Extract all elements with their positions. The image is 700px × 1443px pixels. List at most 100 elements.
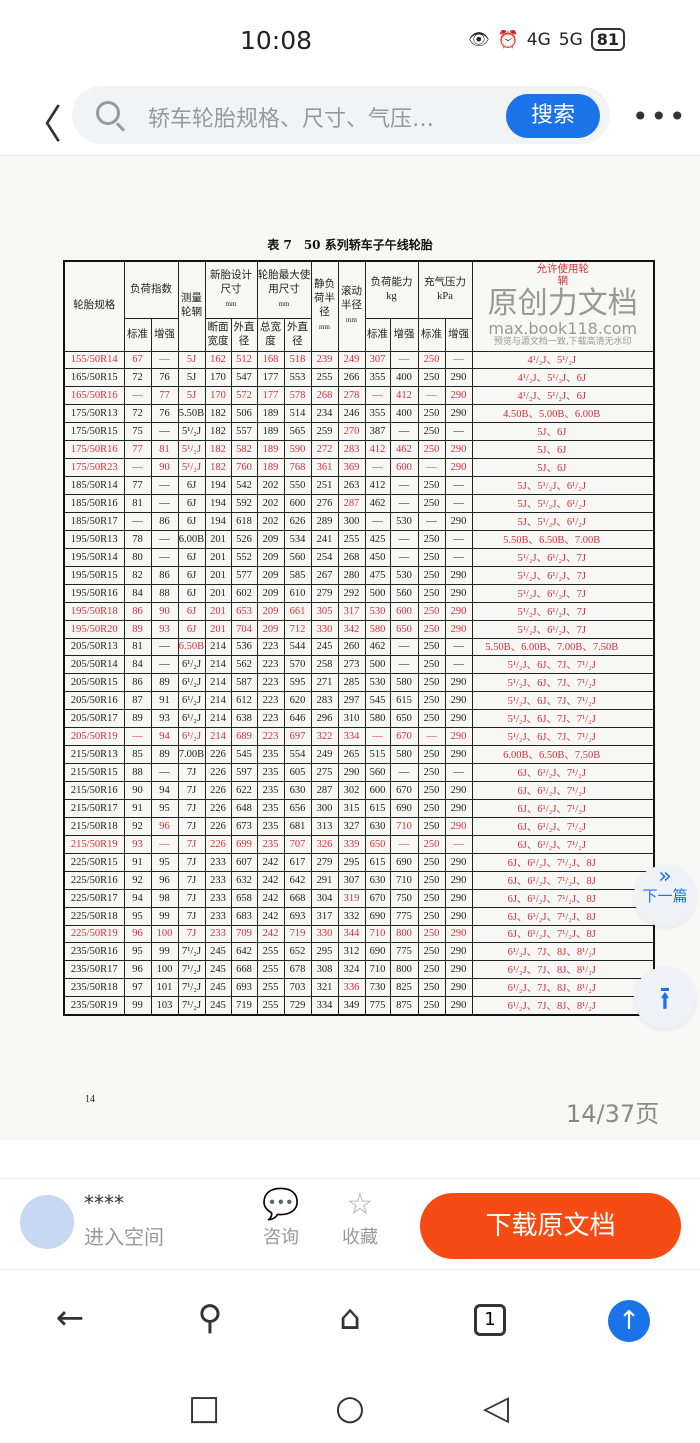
value-cell: 557 <box>230 422 258 442</box>
download-button[interactable]: 下载原文档 <box>420 1193 681 1259</box>
value-cell: 287 <box>310 781 339 800</box>
value-cell: 250 <box>417 440 446 460</box>
value-cell: 91 <box>150 691 179 711</box>
value-cell: 87 <box>123 691 152 711</box>
header-rolling-radius-label: 滚动半径 <box>341 286 362 312</box>
value-cell: 285 <box>337 673 366 693</box>
value-cell: 201 <box>204 529 232 549</box>
value-cell: 250 <box>417 978 446 998</box>
value-cell: 750 <box>389 888 419 908</box>
tire-spec-cell: 185/50R17 <box>63 511 125 531</box>
username: **** <box>84 1191 124 1215</box>
value-cell: 98 <box>150 888 179 908</box>
value-cell: 194 <box>204 494 232 513</box>
value-cell: 86 <box>123 673 152 693</box>
next-label: 下一篇 <box>642 887 688 905</box>
search-icon[interactable]: ⚲ <box>197 1298 223 1338</box>
value-cell: 710 <box>364 924 391 944</box>
value-cell: 223 <box>256 691 285 711</box>
upload-icon[interactable]: ↑ <box>608 1300 650 1342</box>
value-cell: 652 <box>283 942 312 962</box>
value-cell: 500 <box>364 655 391 675</box>
table-title: 表 7 50 系列轿车子午线轮胎 <box>267 238 433 252</box>
value-cell: — <box>444 529 473 549</box>
header-pressure-reinf: 增强 <box>444 317 473 352</box>
allowed-rims-cell: 6J、6¹/₂J、7¹/₂J、8J <box>471 906 655 926</box>
value-cell: 189 <box>256 458 285 478</box>
table-row: 185/50R14 77—6J 194 542 202 550 251 263 412—250—… <box>63 476 655 495</box>
value-cell: 668 <box>283 888 312 908</box>
value-cell: 226 <box>204 763 232 782</box>
value-cell: 570 <box>283 655 312 675</box>
header-max-size-label: 轮胎最大使用尺寸 <box>257 269 311 295</box>
back-to-top-icon[interactable]: ⭱ <box>634 967 696 1029</box>
value-cell: 242 <box>256 924 285 944</box>
tire-spec-cell: 225/50R18 <box>63 906 125 926</box>
value-cell: 514 <box>283 404 312 424</box>
value-cell: 875 <box>389 996 419 1016</box>
value-cell: 223 <box>256 673 285 693</box>
tire-spec-cell: 165/50R16 <box>63 386 125 406</box>
value-cell: 7¹/₂J <box>177 960 206 980</box>
value-cell: 7J <box>177 852 206 872</box>
search-input[interactable]: 轿车轮胎规格、尺寸、气压… 搜索 <box>72 86 610 144</box>
search-button[interactable]: 搜索 <box>506 94 600 138</box>
value-cell: 245 <box>204 960 232 980</box>
value-cell: 775 <box>364 996 391 1016</box>
allowed-rims-cell: 6J、6¹/₂J、7¹/₂J、8J <box>471 870 655 890</box>
enter-space-link[interactable]: 进入空间 <box>84 1225 164 1249</box>
value-cell: 703 <box>283 978 312 998</box>
value-cell: 5¹/₂J <box>177 422 206 442</box>
value-cell: 693 <box>283 906 312 926</box>
browser-back-icon[interactable]: ← <box>55 1298 85 1338</box>
favorite-button[interactable]: ☆ 收藏 <box>330 1187 390 1249</box>
table-row: 205/50R16 87 91 6¹/₂J 214 612 223 620 283 297 545 6… <box>63 691 655 711</box>
value-cell: — <box>389 350 419 370</box>
value-cell: 290 <box>444 745 473 765</box>
value-cell: 6J <box>177 601 206 621</box>
value-cell: 319 <box>337 888 366 908</box>
value-cell: 500 <box>364 583 391 603</box>
value-cell: 512 <box>230 350 258 370</box>
tire-spec-cell: 195/50R13 <box>63 529 125 549</box>
table-row: 225/50R16 92 96 7J 233 632 242 642 291 307 630 710 2… <box>63 870 655 890</box>
home-icon[interactable]: ⌂ <box>339 1298 361 1338</box>
consult-button[interactable]: 💬 咨询 <box>251 1187 311 1249</box>
value-cell: 291 <box>310 870 339 890</box>
system-home-icon[interactable]: ○ <box>335 1388 365 1428</box>
allowed-rims-cell: 6¹/₂J、7J、8J、8¹/₂J <box>471 942 655 962</box>
tabs-button[interactable]: 1 <box>474 1304 506 1336</box>
back-icon[interactable]: 〈 <box>22 102 62 148</box>
table-row: 225/50R19 96 100 7J 233 709 242 719 330 344 710 800… <box>63 924 655 944</box>
table-row: 215/50R18 92 96 7J 226 673 235 681 313 327 630 710 2… <box>63 816 655 836</box>
value-cell: 92 <box>123 816 152 836</box>
value-cell: 607 <box>230 852 258 872</box>
value-cell: 226 <box>204 781 232 800</box>
tire-spec-cell: 235/50R16 <box>63 942 125 962</box>
value-cell: 214 <box>204 637 232 657</box>
value-cell: 290 <box>444 996 473 1016</box>
value-cell: 250 <box>417 852 446 872</box>
value-cell: 235 <box>256 781 285 800</box>
more-icon[interactable]: ••• <box>632 100 688 133</box>
signal-4g: 4G <box>526 29 551 50</box>
value-cell: 214 <box>204 727 232 747</box>
value-cell: 242 <box>256 906 285 926</box>
value-cell: 77 <box>150 386 179 406</box>
value-cell: 235 <box>256 745 285 765</box>
tire-spec-cell: 195/50R20 <box>63 619 125 639</box>
header-load-index: 负荷指数 <box>123 260 179 319</box>
value-cell: 202 <box>256 511 285 531</box>
value-cell: 84 <box>123 583 152 603</box>
value-cell: 255 <box>310 368 339 388</box>
tire-spec-cell: 195/50R15 <box>63 565 125 585</box>
value-cell: 355 <box>364 368 391 388</box>
allowed-rims-cell: 5.50B、6.50B、7.00B <box>471 529 655 549</box>
next-document-button[interactable]: » 下一篇 <box>634 864 696 927</box>
value-cell: 250 <box>417 494 446 513</box>
recents-icon[interactable]: □ <box>187 1388 221 1428</box>
avatar[interactable] <box>20 1195 74 1249</box>
system-back-icon[interactable]: ◁ <box>482 1388 510 1428</box>
value-cell: 600 <box>283 494 312 513</box>
signal-5g: 5G <box>558 29 583 50</box>
